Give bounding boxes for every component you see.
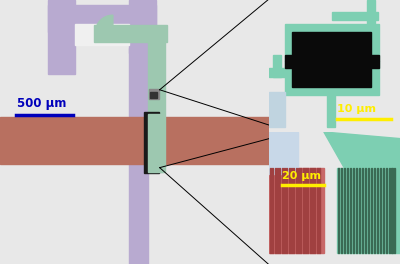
Polygon shape: [96, 15, 113, 32]
Bar: [314, 168, 315, 253]
Polygon shape: [324, 132, 400, 169]
Bar: [317, 168, 318, 253]
Bar: [149, 89, 159, 99]
Bar: [371, 62, 379, 68]
Bar: [150, 92, 157, 98]
Bar: [269, 132, 298, 174]
Bar: [350, 168, 351, 253]
Bar: [338, 168, 339, 253]
Bar: [367, 0, 374, 29]
Bar: [303, 168, 304, 253]
Bar: [371, 168, 372, 253]
Bar: [282, 168, 283, 253]
Bar: [347, 168, 348, 253]
Bar: [292, 32, 371, 87]
Bar: [377, 168, 378, 253]
Bar: [270, 168, 271, 253]
Bar: [144, 112, 158, 173]
Bar: [286, 168, 288, 253]
Bar: [356, 168, 357, 253]
Bar: [368, 168, 369, 253]
Text: 20 μm: 20 μm: [282, 171, 321, 181]
Bar: [312, 168, 313, 253]
Bar: [310, 168, 311, 253]
Bar: [129, 0, 156, 53]
Bar: [371, 55, 379, 61]
Bar: [293, 168, 294, 253]
Text: 500 μm: 500 μm: [18, 97, 67, 110]
Bar: [277, 168, 278, 253]
Bar: [48, 5, 156, 32]
Bar: [0, 117, 269, 164]
Bar: [307, 168, 308, 253]
Bar: [388, 168, 390, 253]
Bar: [284, 24, 379, 95]
Bar: [269, 68, 287, 77]
Bar: [148, 114, 163, 172]
Bar: [296, 168, 297, 253]
Bar: [298, 168, 299, 253]
Bar: [94, 25, 167, 42]
Bar: [284, 168, 285, 253]
Bar: [289, 168, 290, 253]
Bar: [275, 168, 276, 253]
Bar: [273, 55, 280, 77]
Bar: [383, 168, 384, 253]
Bar: [365, 168, 366, 253]
Text: 10 μm: 10 μm: [337, 103, 376, 114]
Bar: [332, 12, 378, 20]
Bar: [326, 94, 335, 127]
Bar: [48, 0, 75, 74]
Bar: [337, 168, 400, 253]
Bar: [291, 168, 292, 253]
Bar: [394, 168, 396, 253]
Bar: [386, 168, 387, 253]
Bar: [284, 62, 292, 68]
Bar: [129, 48, 148, 264]
Bar: [305, 168, 306, 253]
Bar: [353, 168, 354, 253]
Bar: [284, 55, 292, 61]
Bar: [374, 168, 375, 253]
Bar: [269, 92, 284, 127]
Bar: [148, 26, 165, 172]
Bar: [344, 168, 345, 253]
Bar: [272, 168, 274, 253]
Bar: [359, 168, 360, 253]
Bar: [380, 168, 381, 253]
Bar: [269, 168, 324, 253]
Bar: [341, 168, 342, 253]
Bar: [75, 24, 129, 45]
Bar: [300, 168, 301, 253]
Bar: [362, 168, 363, 253]
Bar: [319, 168, 320, 253]
